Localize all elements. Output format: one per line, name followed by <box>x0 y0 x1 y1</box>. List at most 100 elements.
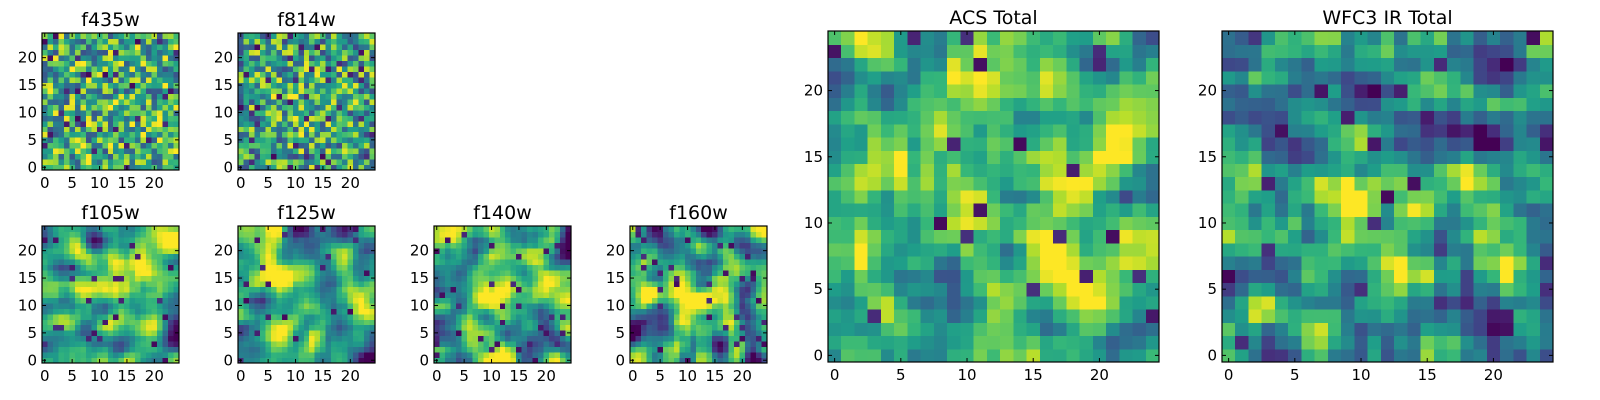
heatmap-cell <box>668 297 675 304</box>
heatmap-cell <box>113 82 120 89</box>
heatmap-cell <box>933 110 948 125</box>
heatmap-cell <box>973 295 988 310</box>
heatmap-cell <box>673 357 680 364</box>
heatmap-cell <box>353 313 360 320</box>
heatmap-cell <box>298 33 305 40</box>
heatmap-cell <box>662 242 669 249</box>
heatmap-cell <box>947 57 961 72</box>
heatmap-cell <box>85 231 92 238</box>
heatmap-cell <box>107 38 114 45</box>
heatmap-cell <box>358 131 365 138</box>
heatmap-cell <box>712 330 719 337</box>
heatmap-cell <box>364 71 371 78</box>
heatmap-cell <box>739 253 746 260</box>
heatmap-cell <box>1248 176 1263 191</box>
x-tick-label: 0 <box>236 367 246 385</box>
heatmap-cell <box>157 131 164 138</box>
heatmap-cell <box>364 104 371 111</box>
heatmap-cell <box>1039 83 1054 98</box>
heatmap-cell <box>91 153 98 160</box>
heatmap-cell <box>1106 189 1120 204</box>
heatmap-cell <box>701 286 708 293</box>
heatmap-cell <box>1500 348 1514 363</box>
heatmap-cell <box>554 242 561 249</box>
heatmap-cell <box>303 131 310 138</box>
heatmap-cell <box>85 43 92 51</box>
heatmap-cell <box>717 258 724 265</box>
heatmap-cell <box>933 216 948 231</box>
heatmap-cell <box>701 308 708 315</box>
heatmap-cell <box>248 71 256 78</box>
heatmap-cell <box>867 57 882 72</box>
heatmap-cell <box>1026 189 1041 204</box>
heatmap-cell <box>129 242 136 249</box>
heatmap-cell <box>750 341 757 348</box>
heatmap-cell <box>466 357 473 364</box>
heatmap-cell <box>651 319 658 326</box>
heatmap-cell <box>52 291 60 298</box>
heatmap-cell <box>69 324 76 331</box>
heatmap-cell <box>867 136 882 151</box>
heatmap-cell <box>761 258 768 265</box>
heatmap-cell <box>314 60 321 67</box>
heatmap-cell <box>314 247 321 254</box>
heatmap-cell <box>69 247 76 254</box>
heatmap-cell <box>331 153 338 160</box>
heatmap-cell <box>1314 203 1329 217</box>
heatmap-cell <box>673 236 680 244</box>
heatmap-cell <box>265 275 272 282</box>
heatmap-cell <box>314 43 321 51</box>
heatmap-cell <box>651 341 658 348</box>
heatmap-cell <box>1513 269 1528 284</box>
heatmap-cell <box>521 258 528 265</box>
heatmap-cell <box>1106 150 1120 164</box>
x-tick-label: 5 <box>263 174 273 192</box>
heatmap-cell <box>651 335 658 342</box>
heatmap-cell <box>894 97 909 112</box>
heatmap-cell <box>920 123 935 138</box>
heatmap-cell <box>353 308 360 315</box>
heatmap-cell <box>113 226 120 233</box>
heatmap-cell <box>58 120 65 127</box>
heatmap-cell <box>347 109 354 116</box>
heatmap-cell <box>960 203 975 217</box>
heatmap-cell <box>42 319 49 326</box>
heatmap-cell <box>554 302 561 309</box>
heatmap-cell <box>303 226 310 233</box>
heatmap-cell <box>85 275 92 282</box>
heatmap-cell <box>173 104 180 111</box>
heatmap-cell <box>1248 150 1263 164</box>
heatmap-cell <box>1433 309 1448 323</box>
heatmap-cell <box>102 71 109 78</box>
heatmap-cell <box>483 286 490 293</box>
heatmap-cell <box>140 302 147 309</box>
heatmap-cell <box>673 308 680 315</box>
heatmap-cell <box>248 242 256 249</box>
heatmap-cell <box>828 216 842 231</box>
heatmap-cell <box>47 286 54 293</box>
heatmap-cell <box>880 31 895 45</box>
heatmap-cell <box>63 226 70 233</box>
heatmap-cell <box>113 49 120 56</box>
heatmap-cell <box>723 324 730 331</box>
heatmap-cell <box>560 242 567 249</box>
heatmap-cell <box>894 70 909 85</box>
heatmap-cell <box>745 302 752 309</box>
heatmap-cell <box>880 322 895 337</box>
heatmap-cell <box>358 120 365 127</box>
heatmap-cell <box>560 258 567 265</box>
heatmap-cell <box>80 297 87 304</box>
heatmap-cell <box>973 348 988 363</box>
heatmap-cell <box>118 142 125 149</box>
heatmap-cell <box>701 242 708 249</box>
heatmap-cell <box>880 150 895 164</box>
heatmap-cell <box>325 60 332 67</box>
heatmap-cell <box>140 341 147 348</box>
heatmap-cell <box>1079 295 1094 310</box>
heatmap-cell <box>314 82 321 89</box>
heatmap-cell <box>96 253 103 260</box>
heatmap-cell <box>173 253 180 260</box>
heatmap-cell <box>723 242 730 249</box>
heatmap-cell <box>668 341 675 348</box>
heatmap-cell <box>527 264 534 271</box>
